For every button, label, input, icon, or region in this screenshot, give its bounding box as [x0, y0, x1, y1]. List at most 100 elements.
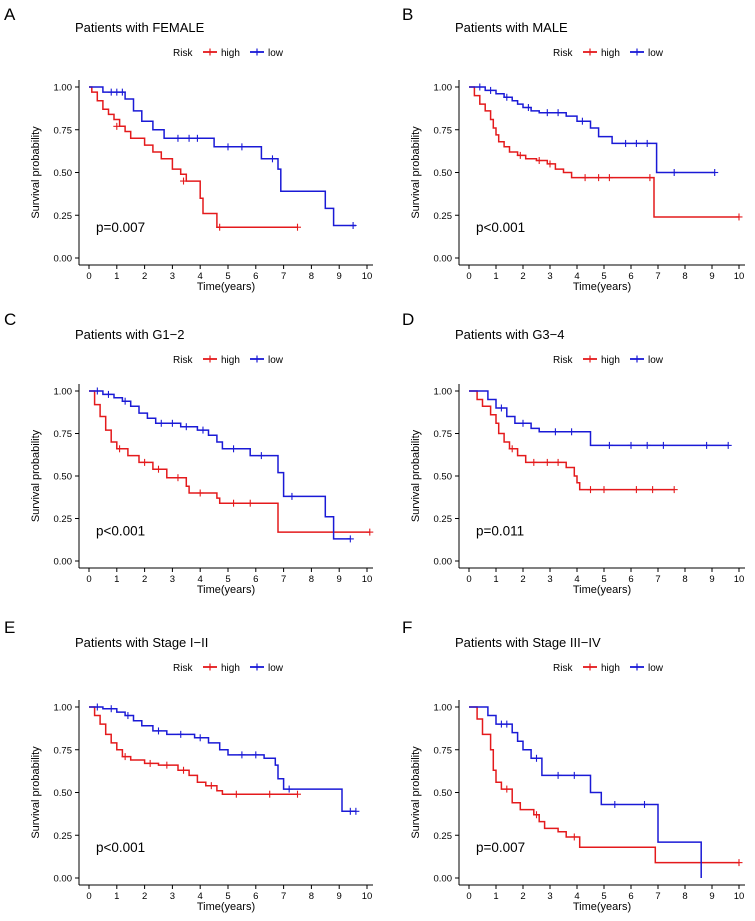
- x-axis-label: Time(years): [197, 584, 255, 596]
- x-tick-label: 7: [281, 891, 286, 902]
- x-tick-label: 7: [281, 271, 286, 282]
- legend-title: Risk: [173, 663, 193, 674]
- y-tick-label: 0.25: [54, 211, 73, 222]
- x-axis-label: Time(years): [197, 281, 255, 293]
- survival-curve-low: [469, 706, 702, 878]
- y-tick-label: 0.25: [434, 211, 453, 222]
- x-tick-label: 8: [309, 271, 314, 282]
- survival-curve-high: [469, 86, 739, 218]
- x-tick-label: 9: [709, 891, 714, 902]
- legend-label-high: high: [221, 48, 240, 59]
- x-tick-label: 9: [337, 271, 342, 282]
- y-tick-label: 0.00: [54, 557, 73, 568]
- legend-label-high: high: [601, 48, 620, 59]
- x-tick-label: 0: [86, 891, 91, 902]
- survival-curve-low: [89, 390, 351, 540]
- x-tick-label: 3: [547, 271, 552, 282]
- y-tick-label: 0.75: [434, 429, 453, 440]
- x-tick-label: 5: [601, 574, 606, 585]
- legend-label-high: high: [221, 355, 240, 366]
- x-tick-label: 8: [309, 574, 314, 585]
- x-tick-label: 10: [734, 271, 745, 282]
- x-tick-label: 0: [466, 271, 471, 282]
- x-tick-label: 2: [142, 891, 147, 902]
- x-tick-label: 2: [520, 891, 525, 902]
- x-tick-label: 10: [734, 891, 745, 902]
- panel-label: B: [402, 5, 413, 24]
- panel-title: Patients with Stage I−II: [75, 635, 208, 650]
- x-tick-label: 8: [682, 271, 687, 282]
- x-tick-label: 2: [142, 574, 147, 585]
- panel-title: Patients with Stage III−IV: [455, 635, 601, 650]
- legend-title: Risk: [553, 355, 573, 366]
- y-axis-label: Survival probability: [30, 746, 42, 839]
- x-tick-label: 4: [574, 271, 579, 282]
- x-tick-label: 1: [114, 574, 119, 585]
- x-tick-label: 4: [198, 891, 203, 902]
- y-tick-label: 0.00: [434, 874, 453, 885]
- x-tick-label: 0: [466, 891, 471, 902]
- x-tick-label: 9: [337, 891, 342, 902]
- x-axis-label: Time(years): [573, 584, 631, 596]
- panel-title: Patients with MALE: [455, 20, 568, 35]
- legend-label-low: low: [268, 355, 284, 366]
- survival-curve-low: [469, 86, 715, 174]
- legend-label-low: low: [648, 355, 664, 366]
- x-tick-label: 5: [601, 891, 606, 902]
- survival-curve-high: [89, 390, 370, 533]
- x-tick-label: 7: [655, 574, 660, 585]
- y-tick-label: 0.50: [434, 168, 453, 179]
- y-tick-label: 0.75: [54, 429, 73, 440]
- x-tick-label: 5: [601, 271, 606, 282]
- panel-title: Patients with FEMALE: [75, 20, 205, 35]
- legend-label-high: high: [221, 663, 240, 674]
- y-tick-label: 1.00: [54, 83, 73, 94]
- p-value: p=0.007: [476, 840, 525, 855]
- y-tick-label: 0.50: [54, 472, 73, 483]
- x-tick-label: 0: [86, 574, 91, 585]
- x-tick-label: 8: [682, 891, 687, 902]
- legend-label-low: low: [268, 48, 284, 59]
- p-value: p<0.001: [96, 523, 145, 538]
- p-value: p<0.001: [476, 220, 525, 235]
- y-tick-label: 0.50: [434, 472, 453, 483]
- x-tick-label: 1: [493, 891, 498, 902]
- x-axis-label: Time(years): [197, 901, 255, 913]
- p-value: p=0.007: [96, 220, 145, 235]
- survival-curve-low: [89, 86, 356, 227]
- legend-title: Risk: [173, 355, 193, 366]
- x-tick-label: 6: [253, 891, 258, 902]
- y-tick-label: 0.00: [434, 557, 453, 568]
- y-tick-label: 0.75: [434, 125, 453, 136]
- x-tick-label: 6: [628, 574, 633, 585]
- y-tick-label: 1.00: [434, 703, 453, 714]
- x-tick-label: 6: [253, 574, 258, 585]
- x-tick-label: 4: [198, 271, 203, 282]
- y-tick-label: 1.00: [434, 387, 453, 398]
- x-tick-label: 2: [520, 271, 525, 282]
- y-axis-label: Survival probability: [30, 126, 42, 219]
- x-tick-label: 7: [655, 271, 660, 282]
- x-axis-label: Time(years): [573, 901, 631, 913]
- p-value: p=0.011: [476, 523, 524, 538]
- x-tick-label: 4: [198, 574, 203, 585]
- x-tick-label: 1: [114, 891, 119, 902]
- x-tick-label: 4: [574, 891, 579, 902]
- y-tick-label: 0.00: [434, 254, 453, 265]
- survival-curve-high: [89, 706, 298, 795]
- x-tick-label: 3: [547, 891, 552, 902]
- panel-label: E: [4, 618, 15, 637]
- panel-label: A: [4, 5, 16, 24]
- legend-title: Risk: [553, 48, 573, 59]
- x-tick-label: 9: [337, 574, 342, 585]
- legend-label-low: low: [648, 48, 664, 59]
- x-tick-label: 0: [86, 271, 91, 282]
- y-tick-label: 0.50: [54, 788, 73, 799]
- y-tick-label: 0.50: [434, 788, 453, 799]
- panel-label: D: [402, 310, 414, 329]
- x-tick-label: 10: [734, 574, 745, 585]
- x-tick-label: 6: [628, 891, 633, 902]
- p-value: p<0.001: [96, 840, 145, 855]
- survival-curve-high: [469, 390, 675, 491]
